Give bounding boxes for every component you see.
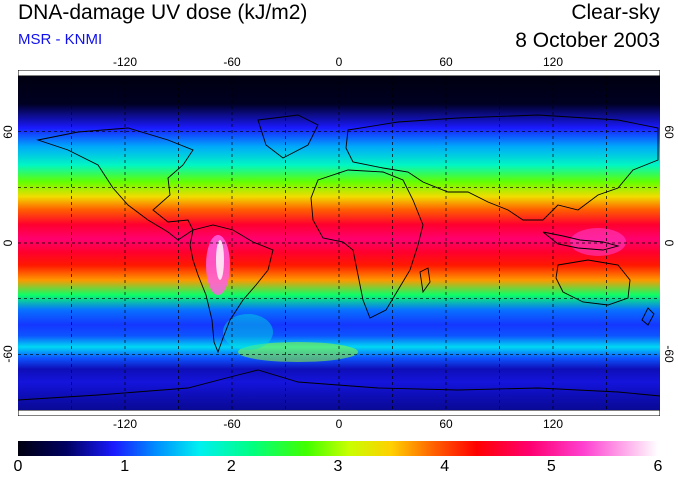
coast-greenland — [257, 114, 319, 159]
coast-africa — [310, 169, 424, 319]
lon-tick-bottom: 120 — [542, 417, 564, 431]
colorbar-label: 4 — [440, 458, 450, 475]
coast-new-zealand — [641, 307, 655, 326]
lon-tick-top: 120 — [542, 55, 564, 69]
lon-tick-bottom: -60 — [223, 417, 241, 431]
coast-madagascar — [419, 267, 431, 294]
colorbar-gradient — [18, 441, 658, 456]
coast-antarctica — [18, 369, 660, 401]
colorbar-label: 5 — [546, 458, 556, 475]
lat-tick-left: -60 — [1, 345, 15, 363]
coast-indonesia — [542, 231, 620, 251]
lon-tick-top: -60 — [223, 55, 241, 69]
colorbar-label: 2 — [226, 458, 236, 475]
uv-dose-map-svg — [18, 70, 660, 416]
lon-tick-bottom: -120 — [112, 417, 138, 431]
lat-tick-right: -60 — [662, 345, 676, 363]
lon-tick-bottom: 60 — [439, 417, 453, 431]
map-frame-bottom — [18, 409, 660, 416]
lat-tick-left: 0 — [1, 239, 15, 247]
lat-tick-right: 0 — [662, 239, 676, 247]
colorbar-fill — [18, 441, 658, 456]
colorbar-label: 0 — [13, 458, 23, 475]
colorbar-label: 1 — [120, 458, 130, 475]
lon-tick-top: 0 — [335, 55, 343, 69]
graticule — [18, 76, 660, 410]
sky-condition: Clear-sky — [571, 1, 660, 24]
lat-tick-right: 60 — [662, 124, 676, 139]
map-frame-top — [18, 70, 660, 77]
lon-tick-bottom: 0 — [335, 417, 343, 431]
lon-tick-top: 60 — [439, 55, 453, 69]
coast-south-america — [189, 224, 274, 354]
lat-tick-left: 60 — [1, 124, 15, 139]
map-source: MSR - KNMI — [18, 31, 103, 48]
coastlines — [18, 114, 660, 401]
lon-tick-top: -120 — [112, 55, 138, 69]
uv-dose-map — [18, 70, 660, 416]
map-title: DNA-damage UV dose (kJ/m2) — [18, 1, 308, 24]
colorbar-label: 6 — [653, 458, 663, 475]
coast-north-america — [36, 127, 194, 241]
coast-eurasia — [345, 114, 659, 221]
map-date: 8 October 2003 — [515, 29, 660, 52]
southern-ocean-band — [238, 342, 358, 362]
south-atlantic-feature — [223, 314, 273, 350]
colorbar-label: 3 — [333, 458, 343, 475]
coast-australia — [555, 259, 631, 306]
andes-peak — [216, 240, 224, 280]
